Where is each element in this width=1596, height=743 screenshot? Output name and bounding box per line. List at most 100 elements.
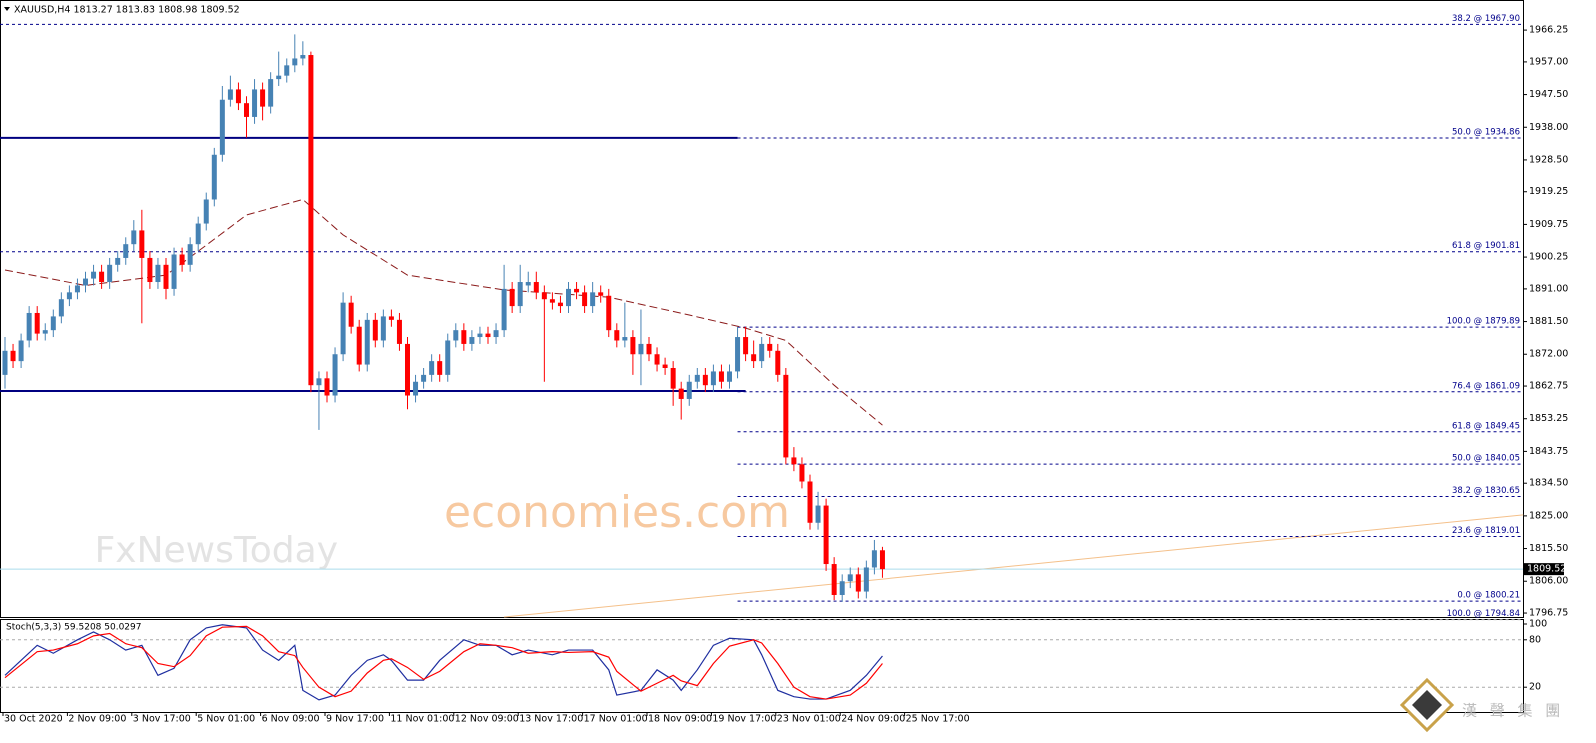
candle-body bbox=[582, 292, 588, 307]
candle-body bbox=[727, 371, 732, 382]
candle-body bbox=[533, 282, 539, 293]
candle-body bbox=[380, 316, 386, 341]
candle-body bbox=[469, 337, 475, 344]
y-tick-label: 1957.00 bbox=[1529, 56, 1568, 67]
candle-body bbox=[847, 574, 853, 582]
logo bbox=[1412, 690, 1442, 720]
candle-body bbox=[678, 388, 684, 399]
candle-body bbox=[735, 337, 741, 372]
candle-body bbox=[252, 89, 258, 117]
candle-body bbox=[453, 330, 459, 341]
candle-body bbox=[429, 361, 435, 375]
candle-body bbox=[493, 330, 499, 338]
candle-body bbox=[300, 55, 306, 59]
stoch-tick-label: 100 bbox=[1529, 619, 1547, 630]
candle-body bbox=[590, 292, 596, 307]
candle-body bbox=[195, 223, 201, 245]
candle-body bbox=[863, 567, 869, 592]
candle-body bbox=[203, 199, 209, 224]
y-tick-label: 1796.75 bbox=[1529, 608, 1568, 619]
candle-body bbox=[260, 89, 266, 107]
candle-body bbox=[348, 302, 354, 327]
x-tick-label: 19 Nov 17:00 bbox=[712, 714, 776, 725]
y-tick-label: 1834.50 bbox=[1529, 478, 1568, 489]
x-tick-label: 17 Nov 01:00 bbox=[584, 714, 648, 725]
x-tick-label: 18 Nov 09:00 bbox=[648, 714, 712, 725]
fib-label: 50.0 @ 1934.86 bbox=[1452, 128, 1520, 138]
fib-label: 38.2 @ 1830.65 bbox=[1452, 486, 1520, 496]
candle-body bbox=[26, 312, 32, 341]
candle-body bbox=[364, 319, 370, 365]
candle-body bbox=[622, 337, 628, 341]
x-tick-label: 9 Nov 17:00 bbox=[326, 714, 384, 725]
x-tick-label: 6 Nov 09:00 bbox=[262, 714, 320, 725]
y-tick-label: 1881.50 bbox=[1529, 316, 1568, 327]
stoch-tick-label: 80 bbox=[1529, 634, 1541, 645]
candle-body bbox=[815, 505, 821, 523]
stoch-label: Stoch(5,3,3) 59.5208 50.0297 bbox=[6, 623, 141, 633]
candle-body bbox=[340, 302, 346, 355]
candle-body bbox=[179, 254, 185, 265]
menu-arrow bbox=[4, 7, 10, 11]
x-tick-label: 5 Nov 01:00 bbox=[197, 714, 255, 725]
candle-body bbox=[284, 65, 290, 76]
candle-body bbox=[396, 319, 402, 344]
y-tick-label: 1938.00 bbox=[1529, 122, 1568, 133]
candle-body bbox=[799, 464, 805, 482]
candle-body bbox=[107, 264, 113, 283]
candle-body bbox=[66, 292, 72, 300]
fib-label: 38.2 @ 1967.90 bbox=[1452, 14, 1520, 24]
price-box bbox=[1524, 563, 1564, 576]
candle-body bbox=[598, 292, 604, 296]
y-tick-label: 1928.50 bbox=[1529, 154, 1568, 165]
candle-body bbox=[831, 564, 837, 595]
candle-body bbox=[74, 285, 80, 293]
candle-body bbox=[718, 371, 724, 382]
candle-body bbox=[509, 288, 515, 307]
y-tick-label: 1815.50 bbox=[1529, 543, 1568, 554]
candle-body bbox=[50, 316, 56, 331]
x-tick-label: 24 Nov 09:00 bbox=[841, 714, 905, 725]
candle-body bbox=[654, 354, 660, 365]
x-tick-label: 12 Nov 09:00 bbox=[455, 714, 519, 725]
candle-body bbox=[670, 367, 676, 389]
candle-body bbox=[324, 378, 330, 396]
candle-body bbox=[388, 316, 394, 320]
candle-body bbox=[308, 55, 314, 386]
candle-body bbox=[662, 364, 668, 368]
stoch-line bbox=[4, 625, 883, 700]
candle-body bbox=[638, 343, 644, 355]
candle-body bbox=[783, 374, 789, 458]
candle-body bbox=[855, 574, 861, 592]
chart-title: XAUUSD,H4 1813.27 1813.83 1808.98 1809.5… bbox=[14, 5, 240, 16]
stoch-tick-label: 20 bbox=[1529, 682, 1541, 693]
candle-body bbox=[759, 343, 765, 362]
candle-body bbox=[791, 457, 797, 465]
moving-average bbox=[4, 198, 883, 426]
candle-body bbox=[525, 282, 531, 286]
candle-body bbox=[549, 299, 555, 303]
candle-body bbox=[276, 75, 282, 80]
candle-body bbox=[566, 288, 571, 307]
candle-body bbox=[574, 288, 580, 293]
candle-body bbox=[839, 581, 845, 595]
candle-body bbox=[91, 271, 97, 279]
candle-body bbox=[775, 350, 781, 375]
candle-body bbox=[58, 299, 64, 317]
candle-body bbox=[34, 312, 40, 334]
candle-body bbox=[292, 58, 298, 66]
candle-body bbox=[485, 333, 491, 338]
candle-body bbox=[123, 244, 129, 258]
y-tick-label: 1825.00 bbox=[1529, 510, 1568, 521]
watermark: economies.com bbox=[444, 487, 790, 538]
candle-body bbox=[171, 254, 177, 289]
candle-body bbox=[235, 89, 241, 104]
x-tick-label: 25 Nov 17:00 bbox=[906, 714, 970, 725]
candle-body bbox=[823, 505, 829, 565]
candle-body bbox=[268, 79, 274, 107]
candle-body bbox=[219, 99, 225, 155]
y-tick-label: 1966.25 bbox=[1529, 25, 1568, 36]
x-tick-label: 23 Nov 01:00 bbox=[777, 714, 841, 725]
y-tick-label: 1947.50 bbox=[1529, 89, 1568, 100]
